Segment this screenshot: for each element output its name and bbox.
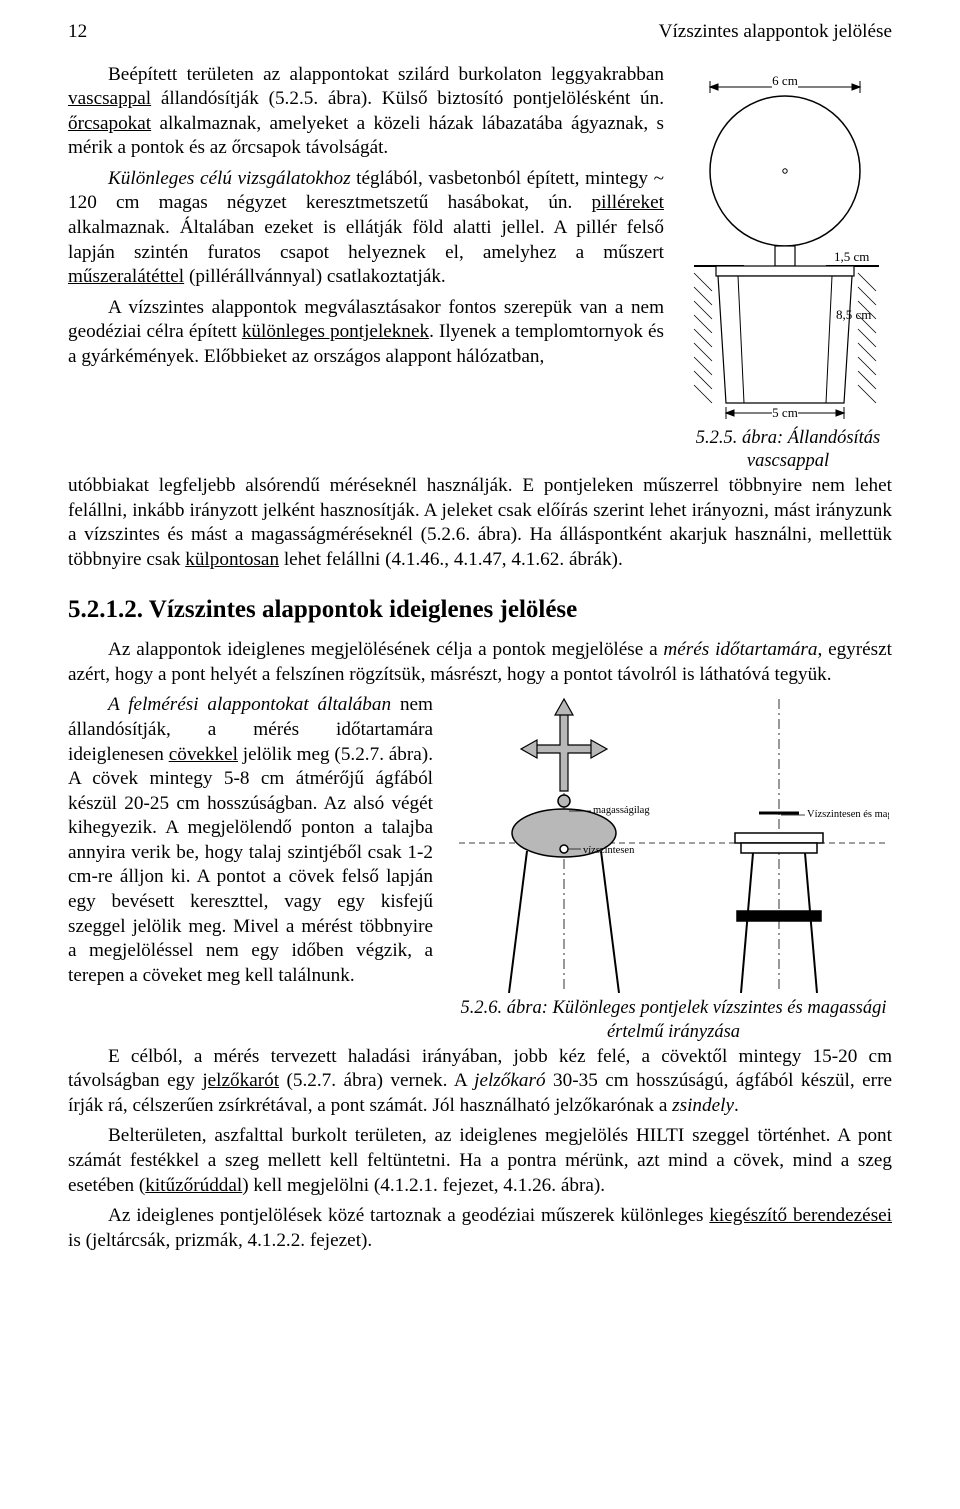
underlined-term: külpontosan bbox=[185, 549, 279, 570]
paragraph: Különleges célú vizsgálatokhoz téglából,… bbox=[68, 167, 664, 290]
page-number: 12 bbox=[68, 20, 87, 45]
text: is (jeltárcsák, prizmák, 4.1.2.2. fejeze… bbox=[68, 1230, 372, 1251]
top-block: Beépített területen az alappontokat szil… bbox=[68, 63, 892, 474]
top-text: Beépített területen az alappontokat szil… bbox=[68, 63, 664, 376]
paragraph: A vízszintes alappontok megválasztásakor… bbox=[68, 296, 664, 370]
text: . bbox=[734, 1095, 739, 1116]
page: 12 Vízszintes alappontok jelölése Beépít… bbox=[0, 0, 960, 1299]
fig-label: magasságilag bbox=[593, 805, 650, 816]
lower-text: A felmérési alappontokat általában nem á… bbox=[68, 693, 433, 994]
running-title: Vízszintes alappontok jelölése bbox=[659, 20, 892, 45]
paragraph: Az ideiglenes pontjelölések közé tartozn… bbox=[68, 1204, 892, 1253]
underlined-term: vascsappal bbox=[68, 88, 151, 109]
caption-line: 5.2.5. ábra: Állandósítás bbox=[696, 428, 881, 448]
dim-label: 5 cm bbox=[772, 405, 798, 420]
underlined-term: különleges pontjeleknek bbox=[242, 321, 429, 342]
italic-text: jelzőkaró bbox=[474, 1070, 545, 1091]
page-header: 12 Vízszintes alappontok jelölése bbox=[68, 20, 892, 45]
dim-label: 6 cm bbox=[772, 73, 798, 88]
text: Az alappontok ideiglenes megjelölésének … bbox=[108, 639, 663, 660]
figure-525-svg: 6 cm 1,5 cm bbox=[684, 63, 892, 423]
text: jelölik meg (5.2.7. ábra). A cövek minte… bbox=[68, 744, 433, 986]
text: alkalmaznak. Általában ezeket is ellátjá… bbox=[68, 217, 664, 263]
text: Beépített területen az alappontokat szil… bbox=[108, 64, 664, 85]
caption-line: vascsappal bbox=[747, 451, 829, 471]
fig-label: Vízszintesen és magasságilag bbox=[807, 809, 889, 820]
underlined-term: műszeralátéttel bbox=[68, 266, 184, 287]
paragraph: E célból, a mérés tervezett haladási irá… bbox=[68, 1045, 892, 1119]
dim-label: 1,5 cm bbox=[834, 249, 869, 264]
figure-526-svg: magasságilag vízszintesen bbox=[459, 693, 889, 993]
fig-label: vízszintesen bbox=[583, 845, 635, 856]
italic-text: mérés időtartamára bbox=[663, 639, 817, 660]
paragraph: utóbbiakat legfeljebb alsórendű mérésekn… bbox=[68, 474, 892, 572]
text: Az ideiglenes pontjelölések közé tartozn… bbox=[108, 1205, 709, 1226]
text: alkalmaznak, amelyeket a közeli házak lá… bbox=[68, 113, 664, 159]
italic-text: zsindely bbox=[672, 1095, 734, 1116]
underlined-term: őrcsapokat bbox=[68, 113, 151, 134]
underlined-term: pilléreket bbox=[592, 192, 664, 213]
lower-block: A felmérési alappontokat általában nem á… bbox=[68, 693, 892, 1044]
underlined-term: kitűzőrúddal bbox=[145, 1175, 242, 1196]
figure-526-caption: 5.2.6. ábra: Különleges pontjelek vízszi… bbox=[455, 997, 892, 1044]
underlined-term: jelzőkarót bbox=[202, 1070, 279, 1091]
paragraph: A felmérési alappontokat általában nem á… bbox=[68, 693, 433, 988]
italic-text: Különleges célú vizsgálatokhoz bbox=[108, 168, 351, 189]
text: állandósítják (5.2.5. ábra). Külső bizto… bbox=[151, 88, 664, 109]
text: (5.2.7. ábra) vernek. A bbox=[279, 1070, 474, 1091]
figure-525: 6 cm 1,5 cm bbox=[684, 63, 892, 474]
figure-525-caption: 5.2.5. ábra: Állandósítás vascsappal bbox=[684, 427, 892, 474]
section-heading: 5.2.1.2. Vízszintes alappontok ideiglene… bbox=[68, 594, 892, 626]
paragraph: Beépített területen az alappontokat szil… bbox=[68, 63, 664, 161]
underlined-term: cövekkel bbox=[169, 744, 238, 765]
paragraph: Belterületen, aszfalttal burkolt terület… bbox=[68, 1124, 892, 1198]
text: lehet felállni (4.1.46., 4.1.47, 4.1.62.… bbox=[279, 549, 623, 570]
figure-526: magasságilag vízszintesen bbox=[455, 693, 892, 1044]
text: (pillérállvánnyal) csatlakoztatják. bbox=[184, 266, 446, 287]
text: ) kell megjelölni (4.1.2.1. fejezet, 4.1… bbox=[242, 1175, 605, 1196]
italic-text: A felmérési alappontokat általában bbox=[108, 694, 391, 715]
paragraph: Az alappontok ideiglenes megjelölésének … bbox=[68, 638, 892, 687]
underlined-term: kiegészítő berendezései bbox=[709, 1205, 892, 1226]
